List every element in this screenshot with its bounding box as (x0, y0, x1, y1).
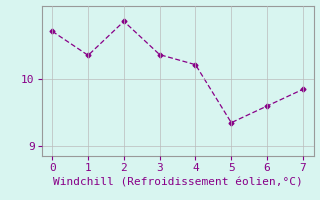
X-axis label: Windchill (Refroidissement éolien,°C): Windchill (Refroidissement éolien,°C) (53, 177, 302, 187)
